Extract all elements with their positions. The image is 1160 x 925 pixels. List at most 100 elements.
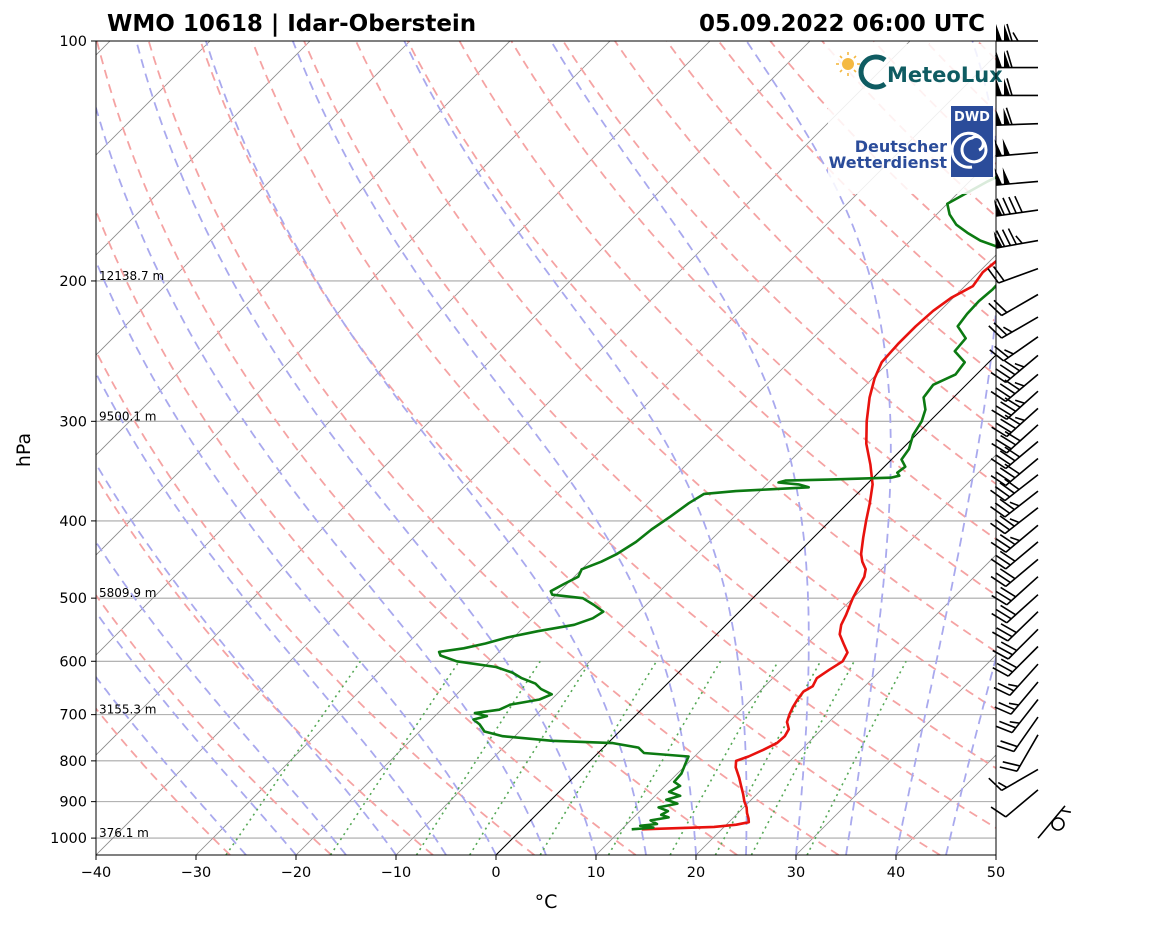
dewpoint-trace (437, 175, 996, 831)
moist-adiabat (96, 462, 397, 855)
moist-adiabats (96, 41, 996, 855)
mixing-ratio-line (469, 660, 591, 855)
mixing-ratio-line (806, 660, 907, 855)
wind-barb (996, 716, 1039, 753)
wind-barb (988, 768, 1039, 792)
wind-barb (992, 628, 1039, 660)
dry-adiabat (251, 41, 996, 830)
isotherm-line (695, 554, 996, 855)
isotherm-line (96, 41, 511, 456)
y-tick-label: 900 (59, 795, 87, 811)
wind-barb (991, 576, 1039, 606)
moist-adiabat (96, 371, 447, 855)
wind-barb (993, 663, 1039, 697)
height-label: 5809.9 m (99, 586, 157, 600)
wind-barb (1051, 817, 1065, 831)
y-tick-label: 1000 (50, 831, 87, 847)
mixing-ratio-line (539, 660, 658, 855)
x-tick-label: 10 (587, 865, 605, 881)
y-axis-label: hPa (13, 433, 35, 467)
wind-barbs (987, 23, 1071, 839)
meteolux-logo: MeteoLux (836, 52, 1003, 90)
y-tick-label: 700 (59, 708, 87, 724)
moist-adiabat (745, 41, 892, 855)
height-label: 3155.3 m (99, 703, 157, 717)
x-tick-label: 0 (491, 865, 500, 881)
wind-barb (994, 681, 1039, 715)
wind-barb (989, 336, 1039, 362)
moist-adiabat (895, 41, 996, 855)
y-tick-label: 200 (59, 274, 87, 290)
wind-barb (990, 457, 1039, 487)
dwd-logo: DWD Deutscher Wetterdienst (829, 106, 993, 177)
wind-barb (990, 541, 1039, 570)
plot-area (96, 41, 1160, 855)
isotherm-line (96, 41, 811, 756)
moist-adiabat (135, 41, 597, 855)
dry-adiabat (1029, 41, 1160, 855)
wind-barb (990, 440, 1039, 470)
wind-barb (999, 734, 1039, 772)
moist-adiabat (96, 610, 297, 855)
dry-adiabat (458, 41, 996, 597)
x-tick-label: −30 (181, 865, 212, 881)
y-tick-label: 400 (59, 514, 87, 530)
mixing-ratio-lines (225, 660, 907, 855)
height-label: 12138.7 m (99, 269, 164, 283)
x-tick-label: −20 (281, 865, 312, 881)
wind-barb (996, 78, 1038, 97)
wind-barb (988, 316, 1039, 339)
moist-adiabat (96, 104, 547, 855)
wind-barb (991, 390, 1039, 420)
dwd-line1: Deutscher (855, 137, 947, 156)
wind-barb (990, 507, 1039, 535)
dry-adiabat (96, 349, 535, 855)
wind-barb (990, 354, 1039, 384)
dry-adiabat (562, 41, 996, 486)
mixing-ratio-line (669, 660, 779, 855)
moist-adiabat (550, 41, 810, 855)
isotherm-line (395, 254, 996, 855)
wind-barb (991, 424, 1039, 454)
moist-adiabat (96, 675, 247, 855)
x-tick-label: 50 (987, 865, 1005, 881)
y-tick-label: 100 (59, 34, 87, 50)
dwd-badge-label: DWD (954, 110, 990, 125)
isotherm-line (96, 41, 911, 855)
isotherm-line (595, 454, 996, 855)
moist-adiabat (291, 41, 697, 855)
dry-adiabat (355, 41, 996, 711)
wind-barb (990, 558, 1039, 588)
y-tick-label: 800 (59, 754, 87, 770)
x-tick-label: −40 (81, 865, 112, 881)
sun-icon (836, 52, 860, 76)
mixing-ratio-line (607, 660, 722, 855)
dry-adiabat (96, 41, 738, 855)
isobar-grid (96, 41, 996, 839)
height-labels: 12138.7 m 9500.1 m 5809.9 m 3155.3 m 376.1 m (99, 269, 164, 840)
wind-barb (996, 50, 1038, 69)
x-tick-label: 30 (787, 865, 805, 881)
isotherm-line (96, 41, 711, 656)
isotherm-line (995, 854, 996, 855)
isotherm-line (1096, 41, 1160, 855)
chart-title-datetime: 05.09.2022 06:00 UTC (699, 11, 985, 37)
isotherm-line (795, 654, 996, 855)
wind-barb (990, 474, 1039, 502)
dry-adiabat (406, 41, 996, 653)
meteolux-label: MeteoLux (887, 63, 1003, 87)
wind-barb (996, 23, 1038, 42)
wind-barb (995, 699, 1039, 734)
moist-adiabat (403, 41, 748, 855)
dry-adiabat (1133, 41, 1160, 855)
isotherm-line (96, 41, 611, 556)
x-axis-label: °C (535, 891, 558, 913)
wind-barb (987, 266, 1039, 284)
wind-barb (990, 373, 1039, 403)
moist-adiabat (205, 41, 647, 855)
dry-adiabat (96, 208, 637, 855)
wind-barb (994, 195, 1039, 217)
dry-adiabat (96, 593, 333, 855)
y-axis: 100 200 300 400 500 600 700 800 900 1000 (50, 34, 96, 847)
